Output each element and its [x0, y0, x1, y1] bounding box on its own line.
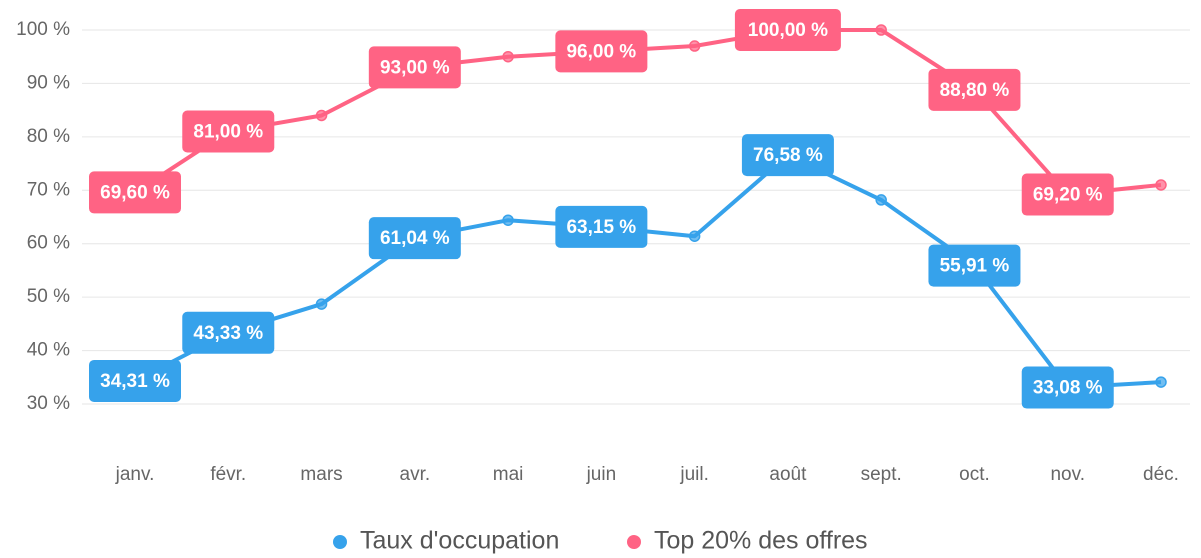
data-label: 69,20 % — [1033, 185, 1103, 206]
legend-marker — [627, 535, 641, 549]
data-label-box — [89, 171, 181, 214]
data-label: 33,08 % — [1033, 378, 1103, 399]
data-label-box — [928, 68, 1021, 111]
x-tick-label: août — [769, 464, 807, 485]
point — [688, 230, 701, 242]
data-label: 76,58 % — [753, 145, 823, 166]
data-label: 100,00 % — [748, 20, 828, 41]
data-label-box — [89, 359, 181, 402]
y-tick-label: 70 % — [27, 179, 70, 200]
data-label: 93,00 % — [380, 57, 450, 78]
data-label-box — [734, 9, 841, 51]
data-label-box — [182, 110, 275, 153]
y-tick-label: 40 % — [27, 340, 70, 361]
point — [502, 214, 514, 226]
legend-marker — [333, 535, 347, 549]
point — [875, 24, 887, 36]
data-label: 34,31 % — [100, 371, 170, 392]
data-label: 63,15 % — [566, 217, 636, 238]
x-tick-label: mai — [493, 464, 524, 485]
x-tick-label: déc. — [1143, 464, 1179, 485]
y-tick-label: 60 % — [27, 233, 70, 254]
y-tick-label: 90 % — [27, 72, 70, 93]
x-tick-label: mars — [300, 464, 342, 485]
point — [315, 298, 328, 310]
legend-label: Taux d'occupation — [360, 527, 559, 555]
y-tick-label: 30 % — [27, 393, 70, 414]
y-tick-label: 100 % — [16, 19, 70, 40]
point — [1155, 179, 1167, 191]
data-label: 43,33 % — [193, 323, 263, 344]
x-tick-label: févr. — [210, 464, 246, 485]
data-label: 81,00 % — [193, 122, 263, 143]
x-tick-label: sept. — [861, 464, 902, 485]
x-tick-label: janv. — [115, 464, 155, 485]
data-label-box — [1021, 366, 1114, 409]
data-label: 61,04 % — [380, 228, 450, 249]
point — [502, 50, 514, 63]
y-tick-label: 50 % — [27, 286, 70, 307]
y-tick-label: 80 % — [27, 126, 70, 147]
line — [133, 28, 1162, 197]
x-tick-label: nov. — [1050, 464, 1085, 485]
data-label-box — [741, 134, 834, 177]
data-label-box — [1021, 173, 1114, 216]
point — [1155, 376, 1167, 388]
data-label-box — [368, 46, 461, 89]
point — [688, 40, 701, 52]
data-label: 88,80 % — [940, 80, 1010, 101]
x-tick-label: juil. — [679, 464, 709, 485]
data-label-box — [555, 205, 648, 248]
x-tick-label: juin — [586, 464, 617, 485]
data-label-box — [368, 217, 461, 260]
point — [875, 194, 887, 206]
x-tick-label: avr. — [400, 464, 431, 485]
data-label-box — [182, 311, 275, 354]
data-label: 55,91 % — [940, 256, 1010, 277]
data-label: 69,60 % — [100, 182, 170, 203]
legend-label: Top 20% des offres — [654, 527, 868, 555]
data-label-box — [928, 244, 1021, 287]
data-label-box — [555, 30, 648, 73]
x-tick-label: oct. — [959, 464, 990, 485]
point — [315, 109, 328, 122]
data-label: 96,00 % — [566, 41, 636, 62]
